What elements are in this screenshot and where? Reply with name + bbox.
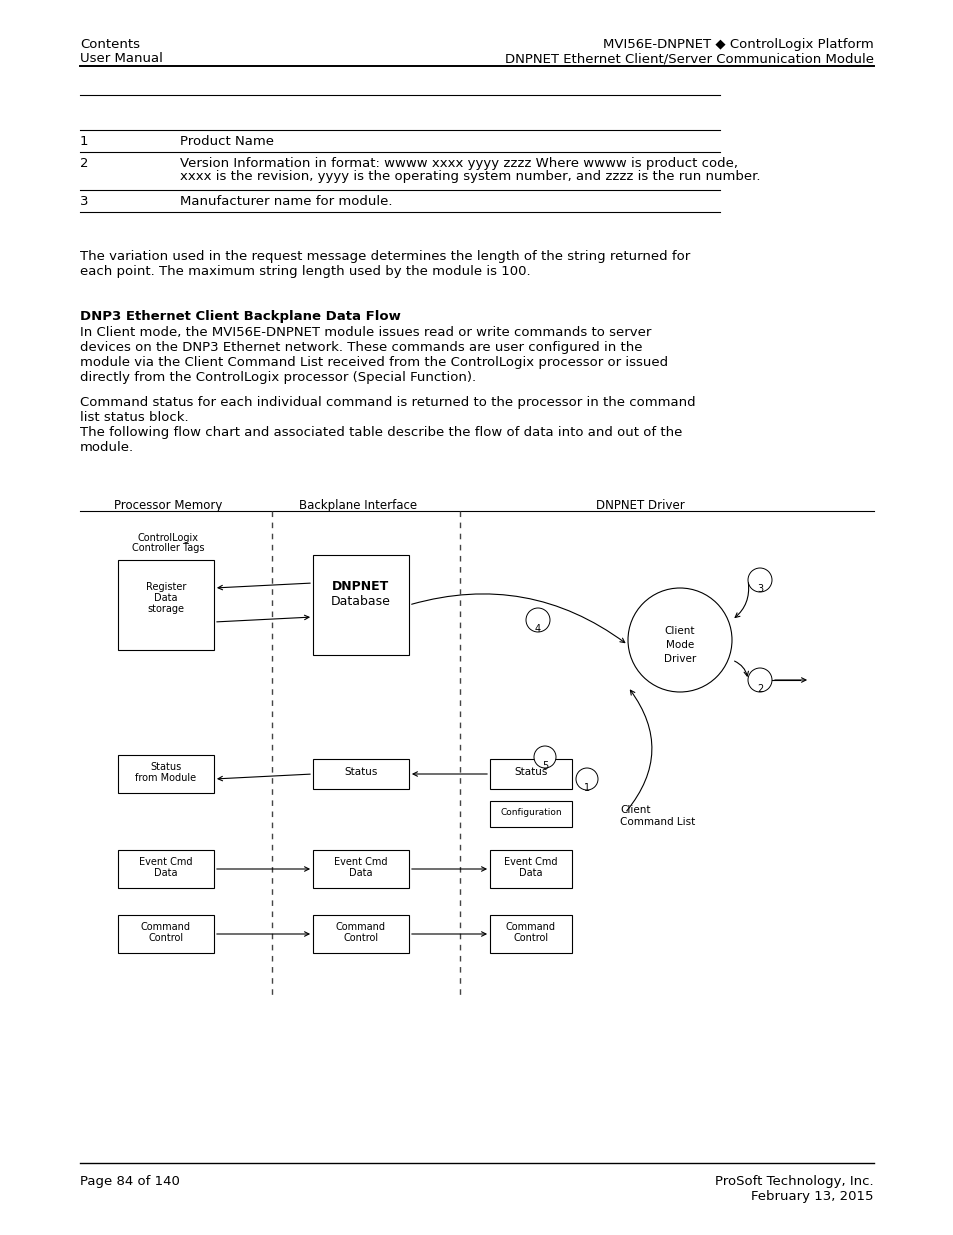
Circle shape bbox=[525, 608, 550, 632]
Text: Processor Memory: Processor Memory bbox=[113, 499, 222, 513]
Text: Data: Data bbox=[154, 593, 177, 603]
FancyArrowPatch shape bbox=[412, 594, 624, 642]
Bar bbox=[313, 555, 409, 655]
Text: 2: 2 bbox=[756, 684, 762, 694]
Text: from Module: from Module bbox=[135, 773, 196, 783]
Circle shape bbox=[576, 768, 598, 790]
Text: storage: storage bbox=[148, 604, 184, 614]
Text: module via the Client Command List received from the ControlLogix processor or i: module via the Client Command List recei… bbox=[80, 356, 667, 369]
Text: 3: 3 bbox=[756, 584, 762, 594]
Circle shape bbox=[747, 668, 771, 692]
Bar bbox=[490, 802, 572, 827]
Bar bbox=[118, 850, 213, 888]
Text: Backplane Interface: Backplane Interface bbox=[298, 499, 416, 513]
Text: MVI56E-DNPNET ◆ ControlLogix Platform: MVI56E-DNPNET ◆ ControlLogix Platform bbox=[602, 38, 873, 51]
Text: Status: Status bbox=[344, 767, 377, 777]
Text: DNPNET Ethernet Client/Server Communication Module: DNPNET Ethernet Client/Server Communicat… bbox=[504, 52, 873, 65]
Bar bbox=[490, 915, 572, 953]
Text: DNPNET Driver: DNPNET Driver bbox=[595, 499, 683, 513]
Text: Command: Command bbox=[505, 923, 556, 932]
Bar bbox=[118, 915, 213, 953]
Text: Command List: Command List bbox=[619, 818, 695, 827]
Text: Event Cmd: Event Cmd bbox=[504, 857, 558, 867]
Text: Contents: Contents bbox=[80, 38, 140, 51]
Text: 3: 3 bbox=[80, 195, 89, 207]
Text: Driver: Driver bbox=[663, 655, 696, 664]
FancyArrowPatch shape bbox=[734, 661, 748, 676]
FancyArrowPatch shape bbox=[735, 583, 748, 618]
Text: Client: Client bbox=[664, 626, 695, 636]
Text: Controller Tags: Controller Tags bbox=[132, 543, 204, 553]
Text: Mode: Mode bbox=[665, 640, 694, 650]
Text: directly from the ControlLogix processor (Special Function).: directly from the ControlLogix processor… bbox=[80, 370, 476, 384]
Text: The variation used in the request message determines the length of the string re: The variation used in the request messag… bbox=[80, 249, 690, 263]
Text: Event Cmd: Event Cmd bbox=[139, 857, 193, 867]
Text: ProSoft Technology, Inc.: ProSoft Technology, Inc. bbox=[715, 1174, 873, 1188]
FancyArrowPatch shape bbox=[774, 678, 805, 682]
Text: The following flow chart and associated table describe the flow of data into and: The following flow chart and associated … bbox=[80, 426, 681, 438]
Text: xxxx is the revision, yyyy is the operating system number, and zzzz is the run n: xxxx is the revision, yyyy is the operat… bbox=[180, 170, 760, 183]
Text: Database: Database bbox=[331, 595, 391, 608]
Text: 5: 5 bbox=[541, 761, 548, 771]
Text: Configuration: Configuration bbox=[499, 808, 561, 818]
Text: 4: 4 bbox=[535, 624, 540, 634]
Text: DNP3 Ethernet Client Backplane Data Flow: DNP3 Ethernet Client Backplane Data Flow bbox=[80, 310, 400, 324]
Bar bbox=[118, 559, 213, 650]
Text: module.: module. bbox=[80, 441, 134, 454]
Bar bbox=[118, 755, 213, 793]
Text: Command status for each individual command is returned to the processor in the c: Command status for each individual comma… bbox=[80, 396, 695, 409]
Circle shape bbox=[627, 588, 731, 692]
Circle shape bbox=[534, 746, 556, 768]
Bar bbox=[490, 760, 572, 789]
Text: Data: Data bbox=[349, 868, 373, 878]
Text: Status: Status bbox=[514, 767, 547, 777]
Text: Client: Client bbox=[619, 805, 650, 815]
Text: Control: Control bbox=[149, 932, 183, 944]
Text: Event Cmd: Event Cmd bbox=[334, 857, 387, 867]
Text: Status: Status bbox=[151, 762, 181, 772]
Circle shape bbox=[747, 568, 771, 592]
Text: Product Name: Product Name bbox=[180, 135, 274, 148]
Text: 1: 1 bbox=[80, 135, 89, 148]
Text: list status block.: list status block. bbox=[80, 411, 189, 424]
Text: User Manual: User Manual bbox=[80, 52, 163, 65]
Text: DNPNET: DNPNET bbox=[332, 580, 389, 593]
Text: ControlLogix: ControlLogix bbox=[137, 534, 198, 543]
Text: Data: Data bbox=[154, 868, 177, 878]
Bar bbox=[313, 760, 409, 789]
Text: Command: Command bbox=[335, 923, 386, 932]
FancyArrowPatch shape bbox=[626, 690, 651, 811]
Text: February 13, 2015: February 13, 2015 bbox=[751, 1191, 873, 1203]
Text: each point. The maximum string length used by the module is 100.: each point. The maximum string length us… bbox=[80, 266, 530, 278]
Text: In Client mode, the MVI56E-DNPNET module issues read or write commands to server: In Client mode, the MVI56E-DNPNET module… bbox=[80, 326, 651, 338]
Text: Page 84 of 140: Page 84 of 140 bbox=[80, 1174, 180, 1188]
Text: Control: Control bbox=[343, 932, 378, 944]
Text: devices on the DNP3 Ethernet network. These commands are user configured in the: devices on the DNP3 Ethernet network. Th… bbox=[80, 341, 641, 354]
Bar bbox=[313, 915, 409, 953]
Text: 1: 1 bbox=[583, 783, 590, 793]
Text: Command: Command bbox=[141, 923, 191, 932]
Text: Register: Register bbox=[146, 582, 186, 592]
Text: Manufacturer name for module.: Manufacturer name for module. bbox=[180, 195, 392, 207]
Bar bbox=[313, 850, 409, 888]
Text: 2: 2 bbox=[80, 157, 89, 170]
Bar bbox=[490, 850, 572, 888]
Text: Version Information in format: wwww xxxx yyyy zzzz Where wwww is product code,: Version Information in format: wwww xxxx… bbox=[180, 157, 738, 170]
Text: Data: Data bbox=[518, 868, 542, 878]
Text: Control: Control bbox=[513, 932, 548, 944]
